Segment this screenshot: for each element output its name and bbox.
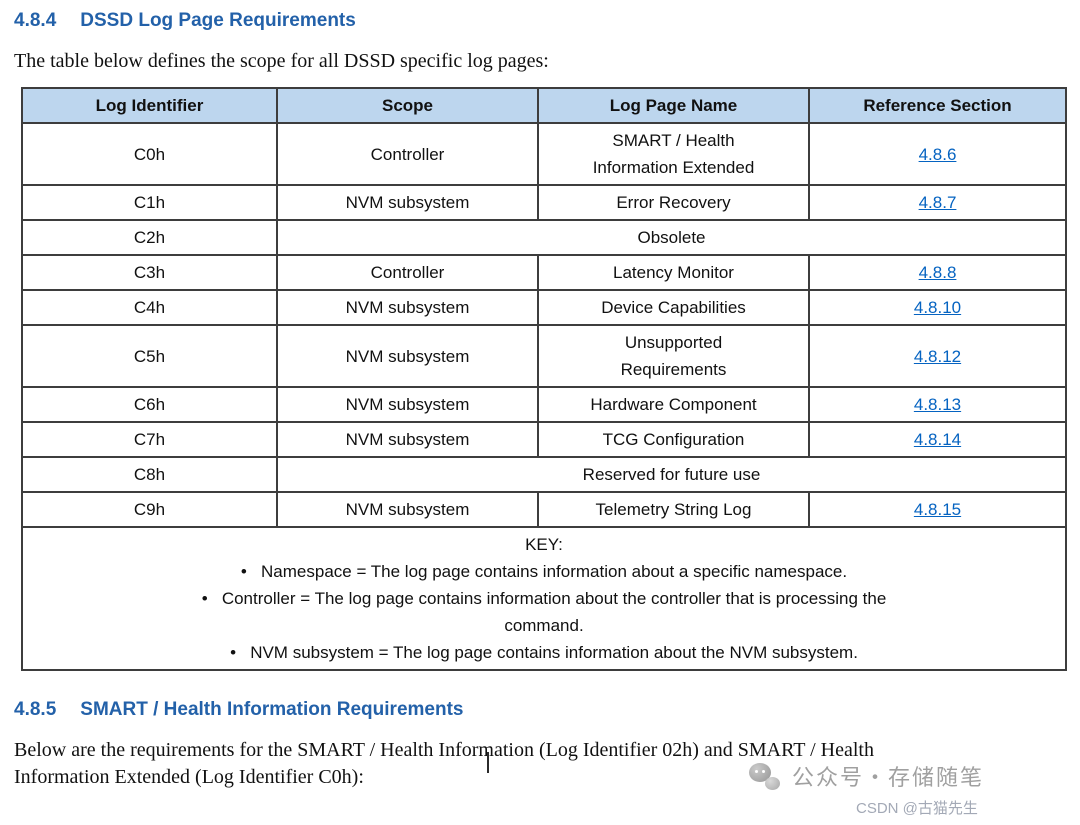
table-row: C9h NVM subsystem Telemetry String Log 4…: [21, 491, 1067, 528]
section-heading-485: 4.8.5 SMART / Health Information Require…: [14, 697, 1066, 723]
reference-link[interactable]: 4.8.6: [918, 144, 957, 164]
csdn-watermark: CSDN @古猫先生: [856, 800, 978, 817]
scope-cell: NVM subsystem: [276, 184, 539, 221]
table-row: C7h NVM subsystem TCG Configuration 4.8.…: [21, 421, 1067, 458]
log-identifier-cell: C7h: [21, 421, 278, 458]
log-identifier-cell: C1h: [21, 184, 278, 221]
scope-cell: NVM subsystem: [276, 421, 539, 458]
table-row: C2h Obsolete: [21, 219, 1067, 256]
log-page-name-cell: Device Capabilities: [537, 289, 810, 326]
log-page-name-cell: Hardware Component: [537, 386, 810, 423]
scope-cell: NVM subsystem: [276, 324, 539, 388]
col-header-log-page-name: Log Page Name: [537, 87, 810, 124]
reference-cell: 4.8.7: [808, 184, 1067, 221]
spanning-cell: Reserved for future use: [276, 456, 1067, 493]
table-row: C4h NVM subsystem Device Capabilities 4.…: [21, 289, 1067, 326]
scope-cell: Controller: [276, 254, 539, 291]
reference-link[interactable]: 4.8.14: [913, 430, 962, 449]
log-identifier-cell: C5h: [21, 324, 278, 388]
reference-cell: 4.8.6: [808, 122, 1067, 186]
log-page-name-cell: Telemetry String Log: [537, 491, 810, 528]
key-item: NVM subsystem = The log page contains in…: [104, 639, 984, 666]
scope-cell: NVM subsystem: [276, 491, 539, 528]
section-number: 4.8.4: [14, 10, 57, 31]
reference-cell: 4.8.12: [808, 324, 1067, 388]
reference-cell: 4.8.10: [808, 289, 1067, 326]
table-row: C3h Controller Latency Monitor 4.8.8: [21, 254, 1067, 291]
reference-link[interactable]: 4.8.7: [918, 193, 957, 212]
log-identifier-cell: C0h: [21, 122, 278, 186]
key-title: KEY:: [525, 535, 563, 554]
log-identifier-cell: C9h: [21, 491, 278, 528]
log-identifier-cell: C6h: [21, 386, 278, 423]
reference-link[interactable]: 4.8.15: [913, 500, 962, 519]
reference-cell: 4.8.8: [808, 254, 1067, 291]
wechat-icon: [748, 760, 782, 792]
log-identifier-cell: C4h: [21, 289, 278, 326]
key-cell: KEY: Namespace = The log page contains i…: [21, 526, 1067, 671]
log-identifier-cell: C8h: [21, 456, 278, 493]
section-number: 4.8.5: [14, 699, 57, 720]
log-identifier-cell: C3h: [21, 254, 278, 291]
log-page-name-cell: TCG Configuration: [537, 421, 810, 458]
reference-link[interactable]: 4.8.12: [913, 346, 962, 366]
section-title: DSSD Log Page Requirements: [80, 10, 356, 31]
reference-link[interactable]: 4.8.13: [913, 395, 962, 414]
section-title: SMART / Health Information Requirements: [80, 699, 464, 720]
table-header-row: Log Identifier Scope Log Page Name Refer…: [21, 87, 1067, 124]
text-cursor: [487, 752, 489, 773]
document-page: 4.8.4 DSSD Log Page Requirements The tab…: [0, 0, 1080, 791]
reference-cell: 4.8.13: [808, 386, 1067, 423]
watermark-text: 公众号・存储随笔: [792, 765, 985, 790]
reference-link[interactable]: 4.8.10: [913, 298, 962, 317]
col-header-log-identifier: Log Identifier: [21, 87, 278, 124]
intro-paragraph: The table below defines the scope for al…: [14, 50, 549, 72]
table-row: C6h NVM subsystem Hardware Component 4.8…: [21, 386, 1067, 423]
scope-cell: NVM subsystem: [276, 386, 539, 423]
closing-paragraph: Below are the requirements for the SMART…: [14, 739, 874, 788]
scope-cell: NVM subsystem: [276, 289, 539, 326]
table-row: C1h NVM subsystem Error Recovery 4.8.7: [21, 184, 1067, 221]
dssd-log-page-table: Log Identifier Scope Log Page Name Refer…: [21, 87, 1067, 671]
col-header-reference-section: Reference Section: [808, 87, 1067, 124]
log-identifier-cell: C2h: [21, 219, 278, 256]
log-page-name-cell: SMART / Health Information Extended: [537, 122, 810, 186]
table-row: C8h Reserved for future use: [21, 456, 1067, 493]
reference-cell: 4.8.15: [808, 491, 1067, 528]
table-row: C5h NVM subsystem Unsupported Requiremen…: [21, 324, 1067, 388]
key-item: Namespace = The log page contains inform…: [104, 558, 984, 585]
table-key-row: KEY: Namespace = The log page contains i…: [21, 526, 1067, 671]
section-heading-484: 4.8.4 DSSD Log Page Requirements: [14, 8, 1066, 34]
key-item: Controller = The log page contains infor…: [104, 585, 984, 639]
table-row: C0h Controller SMART / Health Informatio…: [21, 122, 1067, 186]
scope-cell: Controller: [276, 122, 539, 186]
col-header-scope: Scope: [276, 87, 539, 124]
log-page-name-cell: Unsupported Requirements: [537, 324, 810, 388]
watermark: 公众号・存储随笔: [748, 760, 984, 792]
log-page-name-cell: Latency Monitor: [537, 254, 810, 291]
log-page-name-cell: Error Recovery: [537, 184, 810, 221]
reference-cell: 4.8.14: [808, 421, 1067, 458]
spanning-cell: Obsolete: [276, 219, 1067, 256]
reference-link[interactable]: 4.8.8: [918, 263, 957, 282]
